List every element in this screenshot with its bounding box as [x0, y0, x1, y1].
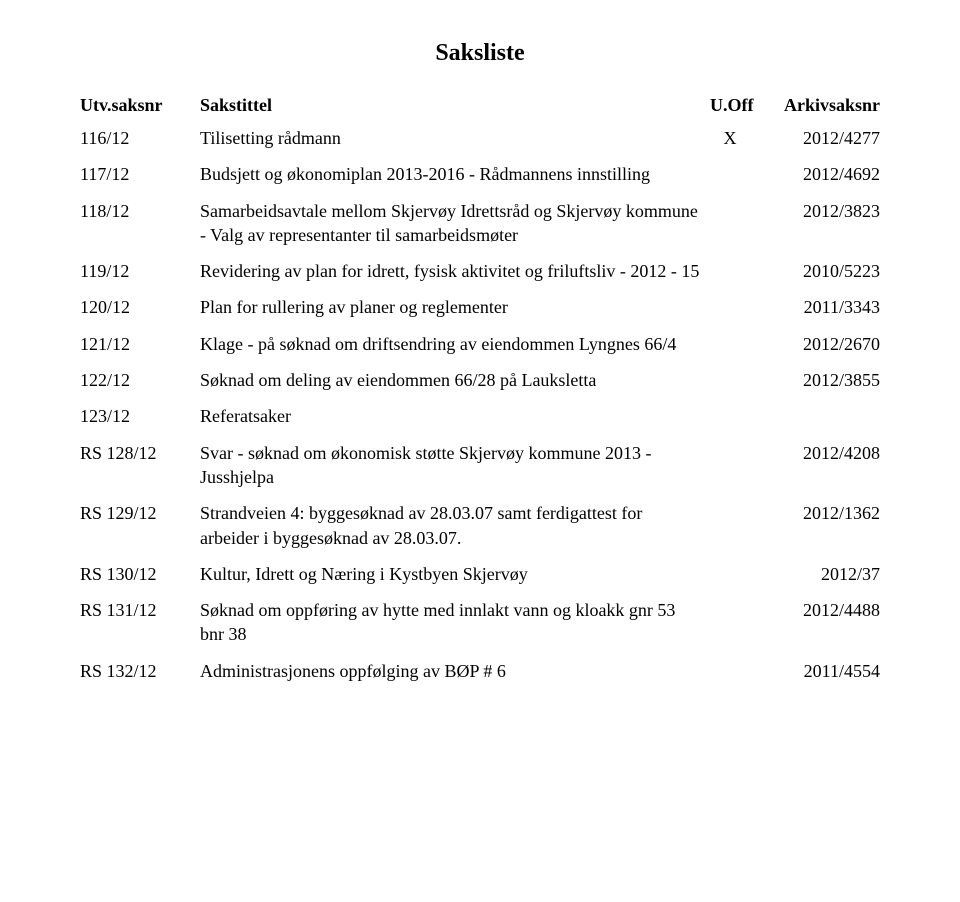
- cell-title: Kultur, Idrett og Næring i Kystbyen Skje…: [200, 562, 710, 586]
- table-row: RS 132/12 Administrasjonens oppfølging a…: [80, 659, 880, 683]
- cell-arkiv: 2012/37: [750, 562, 880, 586]
- cell-id: RS 131/12: [80, 598, 200, 647]
- table-row: RS 131/12 Søknad om oppføring av hytte m…: [80, 598, 880, 647]
- cell-arkiv: [750, 404, 880, 428]
- header-utvsaksnr: Utv.saksnr: [80, 95, 200, 116]
- cell-title: Strandveien 4: byggesøknad av 28.03.07 s…: [200, 501, 710, 550]
- cell-title: Plan for rullering av planer og reglemen…: [200, 295, 710, 319]
- cell-id: 123/12: [80, 404, 200, 428]
- cell-arkiv: 2012/3823: [750, 199, 880, 248]
- cell-id: 116/12: [80, 126, 200, 150]
- cell-arkiv: 2011/4554: [750, 659, 880, 683]
- cell-x: [710, 332, 750, 356]
- table-row: RS 128/12 Svar - søknad om økonomisk stø…: [80, 441, 880, 490]
- table-row: 119/12 Revidering av plan for idrett, fy…: [80, 259, 880, 283]
- cell-x: [710, 659, 750, 683]
- cell-arkiv: 2012/4488: [750, 598, 880, 647]
- cell-x: [710, 368, 750, 392]
- table-header: Utv.saksnr Sakstittel U.Off Arkivsaksnr: [80, 95, 880, 116]
- cell-title: Søknad om deling av eiendommen 66/28 på …: [200, 368, 710, 392]
- cell-arkiv: 2012/3855: [750, 368, 880, 392]
- header-arkiv: Arkivsaksnr: [750, 95, 880, 116]
- cell-id: 119/12: [80, 259, 200, 283]
- cell-arkiv: 2010/5223: [750, 259, 880, 283]
- table-row: 118/12 Samarbeidsavtale mellom Skjervøy …: [80, 199, 880, 248]
- cell-x: X: [710, 126, 750, 150]
- table-row: RS 130/12 Kultur, Idrett og Næring i Kys…: [80, 562, 880, 586]
- table-row: 116/12 Tilisetting rådmann X 2012/4277: [80, 126, 880, 150]
- table-row: 123/12 Referatsaker: [80, 404, 880, 428]
- header-sakstittel: Sakstittel: [200, 95, 710, 116]
- table-row: 117/12 Budsjett og økonomiplan 2013-2016…: [80, 162, 880, 186]
- cell-x: [710, 199, 750, 248]
- cell-id: 122/12: [80, 368, 200, 392]
- cell-arkiv: 2012/4208: [750, 441, 880, 490]
- cell-title: Administrasjonens oppfølging av BØP # 6: [200, 659, 710, 683]
- cell-title: Søknad om oppføring av hytte med innlakt…: [200, 598, 710, 647]
- cell-title: Tilisetting rådmann: [200, 126, 710, 150]
- cell-arkiv: 2011/3343: [750, 295, 880, 319]
- table-row: RS 129/12 Strandveien 4: byggesøknad av …: [80, 501, 880, 550]
- table-row: 120/12 Plan for rullering av planer og r…: [80, 295, 880, 319]
- cell-id: 117/12: [80, 162, 200, 186]
- cell-x: [710, 441, 750, 490]
- cell-id: RS 130/12: [80, 562, 200, 586]
- cell-title: Referatsaker: [200, 404, 710, 428]
- cell-x: [710, 162, 750, 186]
- cell-x: [710, 562, 750, 586]
- cell-id: 120/12: [80, 295, 200, 319]
- cell-arkiv: 2012/1362: [750, 501, 880, 550]
- page-title: Saksliste: [80, 40, 880, 67]
- table-row: 121/12 Klage - på søknad om driftsendrin…: [80, 332, 880, 356]
- cell-x: [710, 259, 750, 283]
- cell-title: Klage - på søknad om driftsendring av ei…: [200, 332, 710, 356]
- header-uoff: U.Off: [710, 95, 750, 116]
- cell-title: Svar - søknad om økonomisk støtte Skjerv…: [200, 441, 710, 490]
- cell-arkiv: 2012/4277: [750, 126, 880, 150]
- cell-title: Revidering av plan for idrett, fysisk ak…: [200, 259, 710, 283]
- cell-id: RS 128/12: [80, 441, 200, 490]
- table-row: 122/12 Søknad om deling av eiendommen 66…: [80, 368, 880, 392]
- cell-x: [710, 598, 750, 647]
- cell-arkiv: 2012/4692: [750, 162, 880, 186]
- cell-x: [710, 501, 750, 550]
- cell-arkiv: 2012/2670: [750, 332, 880, 356]
- page-container: Saksliste Utv.saksnr Sakstittel U.Off Ar…: [0, 0, 960, 902]
- cell-title: Budsjett og økonomiplan 2013-2016 - Rådm…: [200, 162, 710, 186]
- cell-x: [710, 404, 750, 428]
- cell-id: 121/12: [80, 332, 200, 356]
- cell-id: RS 129/12: [80, 501, 200, 550]
- cell-id: RS 132/12: [80, 659, 200, 683]
- cell-id: 118/12: [80, 199, 200, 248]
- cell-x: [710, 295, 750, 319]
- cell-title: Samarbeidsavtale mellom Skjervøy Idretts…: [200, 199, 710, 248]
